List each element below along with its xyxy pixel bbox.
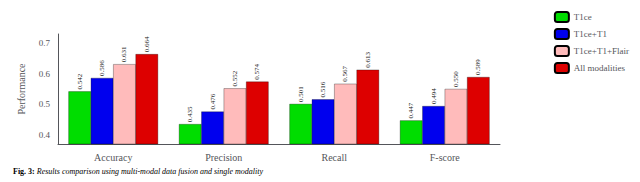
- svg-text:0.552: 0.552: [231, 70, 239, 86]
- svg-text:0.567: 0.567: [341, 66, 349, 82]
- svg-text:T1ce+T1: T1ce+T1: [574, 29, 607, 39]
- svg-text:Results comparison using multi: Results comparison using multi-modal dat…: [36, 167, 264, 176]
- svg-text:0.550: 0.550: [452, 71, 460, 87]
- svg-text:Fig. 3:: Fig. 3:: [13, 167, 35, 176]
- svg-text:0.476: 0.476: [209, 93, 217, 109]
- svg-text:0.516: 0.516: [319, 81, 327, 97]
- svg-text:Performance: Performance: [16, 63, 27, 115]
- svg-text:0.586: 0.586: [98, 60, 106, 76]
- svg-text:T1ce: T1ce: [574, 12, 592, 22]
- svg-text:All modalities: All modalities: [574, 63, 626, 73]
- svg-text:Precision: Precision: [205, 152, 242, 163]
- svg-text:0.494: 0.494: [430, 88, 438, 104]
- svg-text:0.435: 0.435: [186, 106, 194, 122]
- svg-text:T1ce+T1+Flair: T1ce+T1+Flair: [574, 46, 629, 56]
- svg-text:0.5: 0.5: [39, 99, 51, 109]
- svg-text:0.501: 0.501: [297, 86, 305, 102]
- svg-text:F-score: F-score: [430, 152, 461, 163]
- svg-text:Accuracy: Accuracy: [94, 152, 132, 163]
- svg-text:0.4: 0.4: [39, 130, 51, 140]
- svg-text:0.631: 0.631: [120, 46, 128, 62]
- svg-text:0.613: 0.613: [364, 52, 372, 68]
- svg-text:0.542: 0.542: [76, 73, 84, 89]
- svg-text:Recall: Recall: [321, 152, 347, 163]
- svg-text:0.589: 0.589: [474, 59, 482, 75]
- svg-text:0.6: 0.6: [39, 69, 51, 79]
- svg-text:0.447: 0.447: [407, 102, 415, 118]
- svg-text:0.574: 0.574: [253, 63, 261, 79]
- svg-text:0.664: 0.664: [143, 36, 151, 52]
- svg-text:0.7: 0.7: [39, 38, 51, 48]
